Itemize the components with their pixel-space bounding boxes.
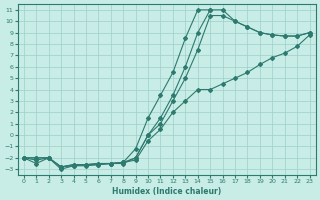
X-axis label: Humidex (Indice chaleur): Humidex (Indice chaleur) xyxy=(112,187,221,196)
